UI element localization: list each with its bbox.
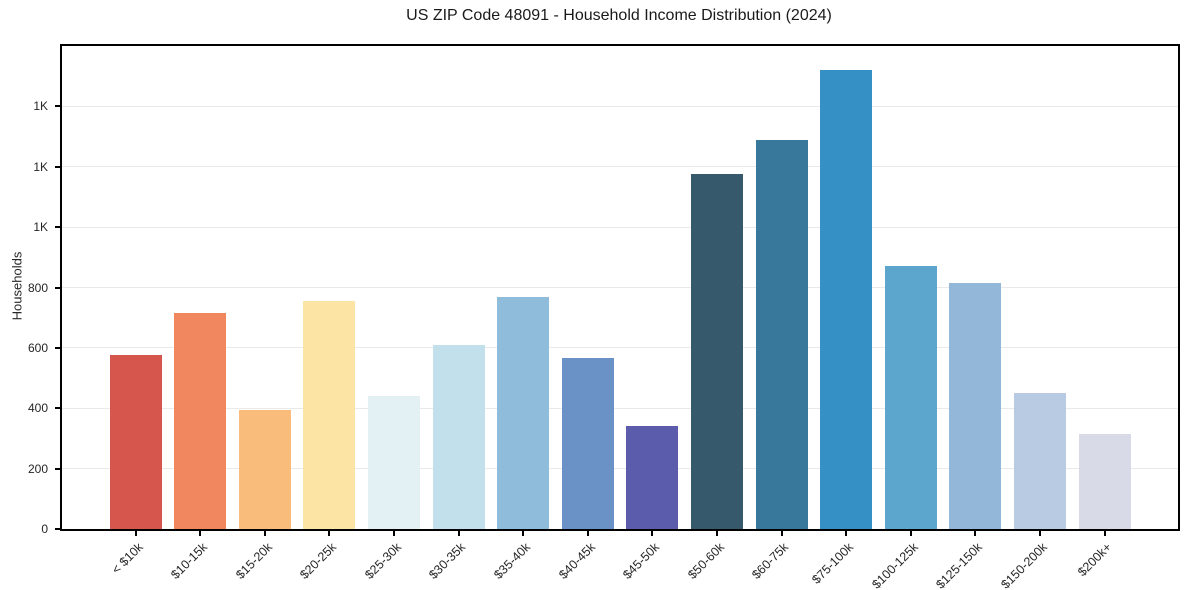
bar-10-15k	[174, 313, 227, 529]
y-tick-label: 200	[27, 461, 48, 476]
x-tick-label: $10-15k	[168, 540, 211, 582]
chart-title: US ZIP Code 48091 - Household Income Dis…	[406, 7, 832, 24]
x-tick-label: $15-20k	[232, 540, 275, 582]
y-tick-mark	[55, 165, 60, 168]
x-tick-mark	[328, 531, 331, 536]
bar-35-40k	[497, 296, 550, 529]
x-tick-mark	[651, 531, 654, 536]
y-tick-mark	[55, 346, 60, 349]
bar-50-60k	[690, 174, 743, 529]
x-tick-label: $50-60k	[684, 540, 727, 582]
y-tick-label: 1K	[33, 99, 48, 114]
gridline	[62, 468, 1178, 470]
y-tick-mark	[55, 286, 60, 289]
bar-15-20k	[238, 409, 291, 529]
bar-45-50k	[626, 426, 679, 529]
y-tick-mark	[55, 226, 60, 229]
y-tick-mark	[55, 407, 60, 410]
x-tick-mark	[715, 531, 718, 536]
y-tick-label: 1K	[33, 220, 48, 235]
x-tick-label: $125-150k	[933, 540, 986, 590]
gridline	[62, 287, 1178, 288]
x-tick-mark	[780, 531, 783, 536]
x-tick-label: $200k+	[1075, 540, 1115, 580]
gridline	[62, 407, 1178, 409]
gridline	[62, 166, 1178, 168]
x-tick-label: $60-75k	[749, 540, 792, 582]
gridline	[62, 347, 1178, 349]
y-tick-label: 800	[27, 280, 48, 295]
x-tick-label: $100-125k	[868, 540, 921, 590]
x-tick-label: $45-50k	[620, 540, 663, 582]
gridline	[62, 105, 1178, 107]
bar-200k	[1078, 433, 1131, 529]
bar-10k	[109, 355, 162, 529]
x-tick-mark	[392, 531, 395, 536]
x-tick-mark	[134, 531, 137, 536]
x-tick-label: $75-100k	[809, 540, 857, 587]
bar-60-75k	[755, 139, 808, 529]
x-tick-label: < $10k	[108, 540, 146, 577]
x-tick-mark	[909, 531, 912, 536]
y-tick-mark	[55, 528, 60, 530]
bar-25-30k	[367, 396, 420, 529]
x-tick-label: $25-30k	[361, 540, 404, 582]
x-tick-label: $20-25k	[297, 540, 340, 582]
bar-100-125k	[884, 266, 937, 529]
x-tick-mark	[1038, 531, 1041, 536]
x-tick-mark	[586, 531, 589, 536]
bar-125-150k	[949, 282, 1002, 529]
bar-150-200k	[1013, 393, 1066, 529]
x-tick-label: $150-200k	[998, 540, 1050, 590]
y-tick-mark	[55, 105, 60, 108]
y-tick-label: 600	[27, 340, 48, 355]
bar-20-25k	[303, 301, 356, 529]
x-tick-label: $35-40k	[491, 540, 534, 582]
y-tick-label: 0	[41, 522, 48, 536]
x-tick-label: $40-45k	[555, 540, 598, 582]
y-tick-mark	[55, 467, 60, 470]
x-tick-mark	[522, 531, 525, 536]
x-tick-mark	[263, 531, 266, 536]
plot-area: 0 200 400 600 800 1K 1K 1K < $10k $10-15k $15-20k…	[28, 44, 1180, 590]
x-tick-mark	[1103, 531, 1106, 536]
bar-30-35k	[432, 344, 485, 529]
bar-75-100k	[820, 70, 873, 529]
x-tick-mark	[845, 531, 848, 536]
gridline	[62, 226, 1178, 228]
x-tick-mark	[974, 531, 977, 536]
x-tick-label: $30-35k	[426, 540, 469, 582]
y-tick-label: 400	[27, 401, 48, 416]
x-tick-mark	[199, 531, 202, 536]
y-tick-label: 1K	[33, 159, 48, 174]
x-tick-mark	[457, 531, 460, 536]
bar-40-45k	[561, 358, 614, 529]
